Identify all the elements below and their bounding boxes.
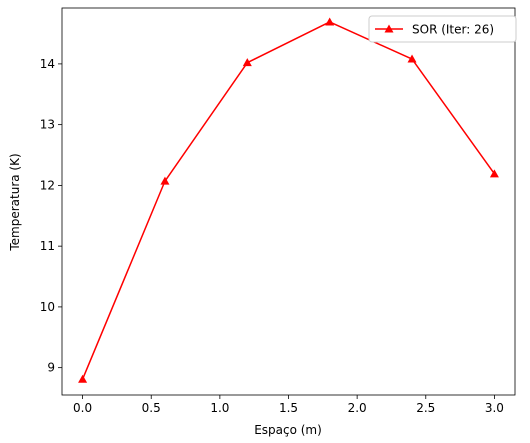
y-tick-label: 13 — [40, 118, 55, 132]
data-point — [407, 54, 417, 63]
y-axis-label: Temperatura (K) — [8, 153, 22, 251]
x-tick-label: 2.5 — [416, 401, 435, 415]
legend-label: SOR (Iter: 26) — [412, 23, 494, 37]
x-tick-label: 1.0 — [210, 401, 229, 415]
x-tick-label: 0.0 — [73, 401, 92, 415]
data-point — [489, 169, 499, 178]
legend-marker-triangle-icon — [384, 24, 394, 33]
plot-area — [61, 7, 516, 396]
data-point — [160, 176, 170, 185]
x-tick-label: 3.0 — [485, 401, 504, 415]
y-tick-label: 10 — [40, 300, 55, 314]
x-axis: 0.0 0.5 1.0 1.5 2.0 2.5 3.0 — [73, 395, 504, 415]
y-tick-label: 9 — [47, 361, 55, 375]
x-tick-label: 0.5 — [142, 401, 161, 415]
plot-frame — [61, 7, 516, 396]
y-tick-label: 11 — [40, 239, 55, 253]
series-line — [81, 21, 496, 380]
x-axis-label: Espaço (m) — [254, 423, 322, 437]
x-tick-label: 2.0 — [348, 401, 367, 415]
y-axis: 9 10 11 12 13 14 — [40, 57, 62, 375]
data-point — [242, 58, 252, 67]
y-tick-label: 14 — [40, 57, 55, 71]
series-layer — [78, 17, 499, 383]
y-tick-label: 12 — [40, 178, 55, 192]
data-point — [325, 17, 335, 26]
legend-box — [368, 15, 517, 43]
data-point — [78, 374, 88, 383]
x-tick-label: 1.5 — [279, 401, 298, 415]
legend: SOR (Iter: 26) — [368, 15, 517, 43]
